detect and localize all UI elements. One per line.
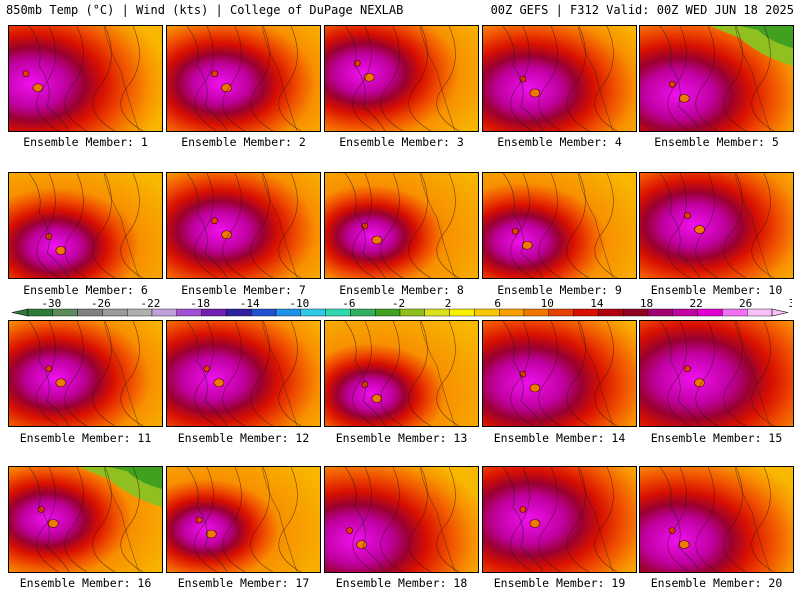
ensemble-map-panel (166, 172, 321, 279)
colorbar-tick-label: 26 (739, 298, 752, 310)
colorbar-swatch (399, 308, 425, 317)
colorbar-swatch (722, 308, 748, 317)
colorbar-tick-label: -18 (190, 298, 210, 310)
ensemble-map-panel (166, 320, 321, 427)
ensemble-member-label: Ensemble Member: 14 (493, 431, 626, 445)
valid-time-title: 00Z GEFS | F312 Valid: 00Z WED JUN 18 20… (490, 3, 794, 17)
ensemble-map-panel (8, 172, 163, 279)
colorbar-swatch (647, 308, 673, 317)
ensemble-map-panel (639, 172, 794, 279)
temperature-colorbar: -30-26-22-18-14-10-6-2261014182226303438… (11, 298, 792, 317)
colorbar-swatch (424, 308, 450, 317)
ensemble-member-label: Ensemble Member: 9 (497, 283, 622, 297)
ensemble-map-panel (639, 466, 794, 573)
ensemble-member-label: Ensemble Member: 20 (650, 576, 783, 590)
colorbar-tick-label: -6 (342, 298, 355, 310)
ensemble-map-panel (482, 172, 637, 279)
colorbar-swatch (573, 308, 599, 317)
ensemble-member-label: Ensemble Member: 19 (493, 576, 626, 590)
ensemble-map-panel (482, 466, 637, 573)
colorbar-tick-label: -30 (41, 298, 61, 310)
ensemble-member-label: Ensemble Member: 4 (497, 135, 622, 149)
ensemble-map-panel (324, 25, 479, 132)
colorbar-swatch (375, 308, 401, 317)
ensemble-member-label: Ensemble Member: 18 (335, 576, 468, 590)
colorbar-swatch (325, 308, 351, 317)
colorbar-tick-label: 6 (494, 298, 501, 310)
ensemble-map-panel (324, 466, 479, 573)
ensemble-member-label: Ensemble Member: 15 (650, 431, 783, 445)
ensemble-map-panel (639, 320, 794, 427)
ensemble-member-label: Ensemble Member: 12 (177, 431, 310, 445)
colorbar-tick-label: 14 (590, 298, 604, 310)
colorbar-swatch (523, 308, 549, 317)
colorbar-swatch (27, 308, 53, 317)
ensemble-member-label: Ensemble Member: 8 (339, 283, 464, 297)
colorbar-tick-label: 10 (541, 298, 554, 310)
colorbar-swatch (275, 308, 301, 317)
colorbar-tick-label: -26 (91, 298, 111, 310)
ensemble-map-panel (324, 320, 479, 427)
ensemble-map-panel (324, 172, 479, 279)
ensemble-member-label: Ensemble Member: 16 (19, 576, 152, 590)
ensemble-member-label: Ensemble Member: 3 (339, 135, 464, 149)
colorbar-swatch (499, 308, 525, 317)
ensemble-member-label: Ensemble Member: 13 (335, 431, 468, 445)
ensemble-member-label: Ensemble Member: 7 (181, 283, 306, 297)
colorbar-swatch (449, 308, 475, 317)
colorbar-tick-label: 22 (689, 298, 702, 310)
colorbar-swatch (250, 308, 277, 317)
colorbar-tick-label: 30 (789, 298, 792, 310)
ensemble-member-label: Ensemble Member: 10 (650, 283, 783, 297)
ensemble-member-label: Ensemble Member: 17 (177, 576, 310, 590)
ensemble-map-panel (8, 25, 163, 132)
colorbar-swatch (176, 308, 202, 317)
colorbar-swatch (623, 308, 649, 317)
colorbar-swatch (697, 308, 723, 317)
colorbar-swatch (672, 308, 698, 317)
ensemble-member-label: Ensemble Member: 6 (23, 283, 148, 297)
ensemble-map-panel (8, 466, 163, 573)
colorbar-swatch (548, 308, 574, 317)
ensemble-member-label: Ensemble Member: 1 (23, 135, 148, 149)
colorbar-swatch (300, 308, 326, 317)
ensemble-map-panel (482, 25, 637, 132)
colorbar-swatch (474, 308, 500, 317)
ensemble-map-panel (8, 320, 163, 427)
colorbar-swatch (102, 308, 128, 317)
colorbar-swatch (52, 308, 78, 317)
ensemble-member-label: Ensemble Member: 2 (181, 135, 306, 149)
colorbar-tick-label: -22 (141, 298, 161, 310)
ensemble-map-panel (482, 320, 637, 427)
colorbar-tick-label: 2 (445, 298, 452, 310)
colorbar-swatch (598, 308, 624, 317)
ensemble-member-label: Ensemble Member: 11 (19, 431, 152, 445)
colorbar-swatch (126, 308, 153, 317)
ensemble-map-panel (166, 466, 321, 573)
colorbar-tick-label: -14 (240, 298, 260, 310)
ensemble-member-label: Ensemble Member: 5 (654, 135, 779, 149)
colorbar-tick-label: -10 (289, 298, 309, 310)
colorbar-low-arrow (11, 308, 29, 317)
colorbar-swatch (201, 308, 227, 317)
ensemble-map-panel (166, 25, 321, 132)
colorbar-tick-label: 18 (640, 298, 653, 310)
colorbar-swatch (77, 308, 103, 317)
colorbar-swatch (151, 308, 177, 317)
colorbar-swatch (747, 308, 773, 317)
colorbar-swatch (350, 308, 376, 317)
colorbar-high-arrow (771, 308, 789, 317)
ensemble-map-panel (639, 25, 794, 132)
colorbar-swatch (226, 308, 252, 317)
colorbar-tick-label: -2 (392, 298, 405, 310)
map-title: 850mb Temp (°C) | Wind (kts) | College o… (6, 3, 404, 17)
